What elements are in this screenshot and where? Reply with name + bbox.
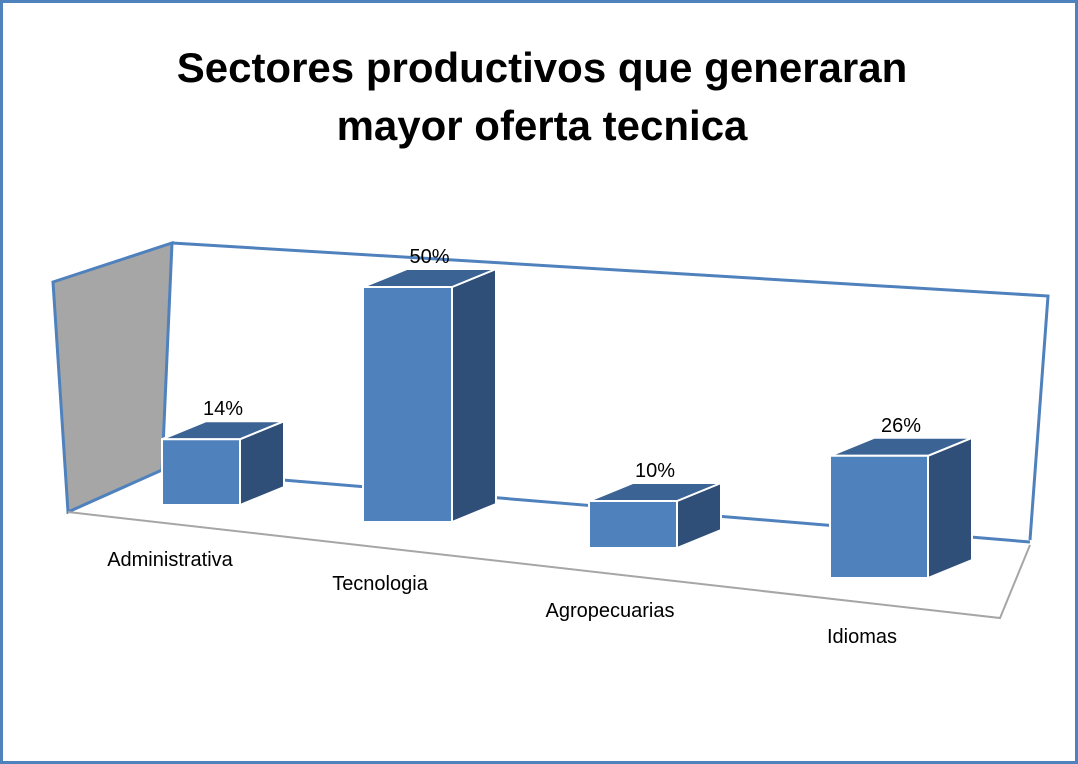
bar-front: [161, 438, 241, 506]
bar-front: [362, 286, 453, 523]
bar: [161, 419, 285, 507]
bar: [829, 436, 973, 580]
value-label: 26%: [881, 415, 921, 437]
bar: [588, 481, 722, 550]
value-label: 50%: [409, 246, 449, 268]
value-label: 14%: [203, 398, 243, 420]
back-wall: [171, 241, 1050, 541]
bar-side: [451, 267, 497, 524]
bar-front: [588, 500, 678, 549]
floor-edge: [67, 511, 1031, 620]
x-tick-label: Administrativa: [107, 549, 233, 571]
side-wall: [51, 240, 174, 515]
chart-title: Sectores productivos que generaran mayor…: [176, 44, 908, 149]
bar-side: [927, 436, 973, 580]
value-label: 10%: [635, 460, 675, 482]
x-tick-label: Agropecuarias: [546, 600, 675, 622]
x-tick-label: Idiomas: [827, 626, 897, 648]
bar: [362, 267, 497, 524]
bar-front: [829, 454, 929, 579]
x-tick-label: Tecnologia: [332, 573, 429, 595]
